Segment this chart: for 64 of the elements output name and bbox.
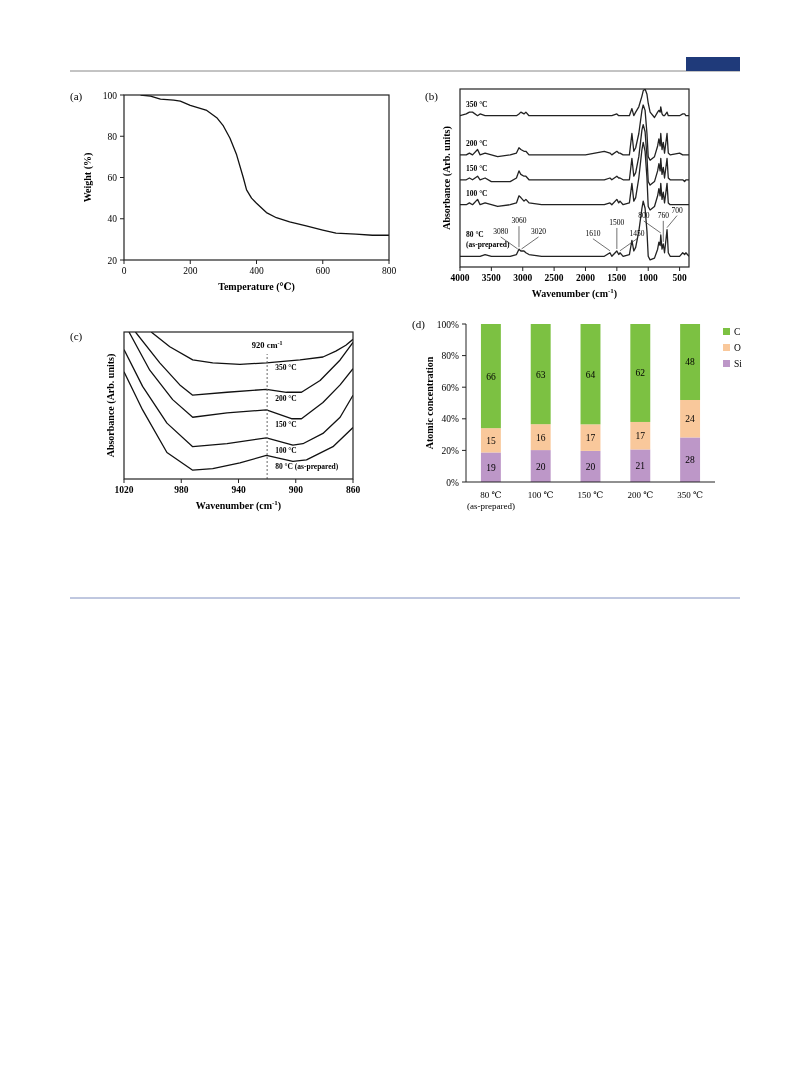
data-label: 15 [486,435,496,446]
chart-title: (c) [70,330,83,343]
x-tick-label: 1500 [607,273,627,283]
x-tick-label: 200 [183,266,198,276]
y-tick-label: 100 [102,90,118,101]
x-axis-title: Temperature (℃) [218,281,295,293]
x-tick-label: 980 [174,485,189,495]
data-label: 19 [486,462,496,473]
data-label: 66 [486,371,496,382]
y-tick-label: 0% [446,477,460,488]
x-tick-label: 100 ℃ [527,490,554,500]
x-tick-label: 350 ℃ [677,490,704,500]
x-axis-title: Wavenumber (cm$^{-1}$) [531,287,618,300]
chart-title: (a) [70,90,83,103]
data-label: 64 [585,369,596,380]
x-tick-label: 940 [231,485,246,495]
data-label: 17 [585,433,596,444]
data-label: 63 [535,369,546,380]
legend-label: O [734,343,741,353]
data-label: 28 [685,455,696,466]
data-label: 24 [685,414,696,425]
y-axis-title: Atomic concentration [424,356,435,450]
ref-line-label: 920 cm$^{-1}$ [251,340,283,350]
data-label: 62 [635,368,646,379]
y-tick-label: 100% [436,319,460,330]
x-tick-label: 2000 [575,273,596,283]
chart-title: (b) [425,90,439,103]
data-label: 21 [635,461,646,472]
x-tick-label: 4000 [450,273,470,283]
data-label: 17 [635,431,646,442]
x-tick-label: 1020 [114,485,134,495]
x-tick-label: 600 [315,266,331,276]
y-tick-label: 20% [441,445,460,456]
x-tick-label: 0 [121,266,127,276]
x-tick-label: 900 [288,485,304,495]
x-tick-label: 3500 [481,273,502,283]
x-axis-title: Wavenumber (cm$^{-1}$) [195,499,282,512]
x-tick-label: 400 [249,266,264,276]
y-tick-label: 80 [107,131,118,142]
x-tick-label: 200 ℃ [627,490,654,500]
x-tick-label: 3000 [513,273,533,283]
x-tick-label: 500 [672,273,687,283]
y-tick-label: 40% [441,414,460,425]
y-tick-label: 80% [441,351,460,362]
y-axis-title: Weight (%) [82,152,94,203]
data-label: 20 [535,461,546,472]
data-label: 16 [535,432,546,443]
legend-label: Si [734,359,743,369]
y-tick-label: 40 [107,214,118,225]
y-tick-label: 20 [107,255,118,266]
y-axis-title: Absorbance (Arb. units) [441,126,453,230]
y-tick-label: 60 [107,173,118,183]
y-tick-label: 60% [441,382,460,393]
x-tick-label: 2500 [544,273,564,283]
x-tick-label: 800 [381,266,397,276]
y-axis-title: Absorbance (Arb. units) [105,353,117,458]
legend-label: C [734,327,741,337]
x-tick-label: 80 ℃ (as-prepared) [466,490,515,511]
data-label: 48 [685,357,696,368]
data-label: 20 [585,461,596,472]
x-tick-label: 860 [345,485,361,495]
x-tick-label: 150 ℃ [577,490,604,500]
x-tick-label: 1000 [638,273,658,283]
chart-title: (d) [412,318,426,331]
